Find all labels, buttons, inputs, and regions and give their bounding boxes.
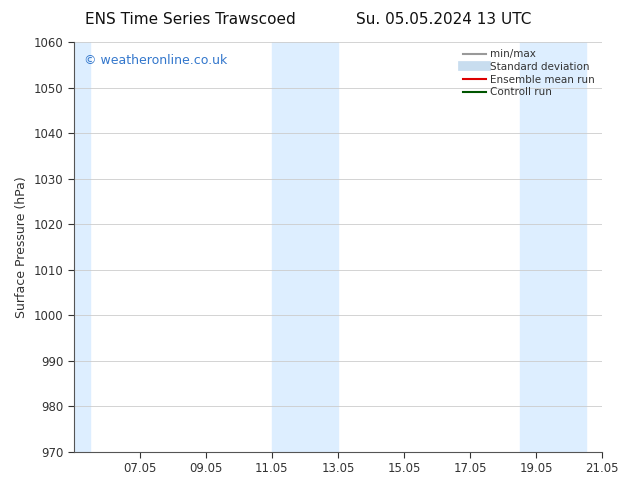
Bar (272, 42, 338, 452)
Text: ENS Time Series Trawscoed: ENS Time Series Trawscoed (85, 12, 295, 27)
Y-axis label: Surface Pressure (hPa): Surface Pressure (hPa) (15, 176, 28, 318)
Bar (74, 42, 90, 452)
Text: Su. 05.05.2024 13 UTC: Su. 05.05.2024 13 UTC (356, 12, 531, 27)
Legend: min/max, Standard deviation, Ensemble mean run, Controll run: min/max, Standard deviation, Ensemble me… (459, 45, 599, 101)
Text: © weatheronline.co.uk: © weatheronline.co.uk (84, 54, 228, 67)
Bar (520, 42, 586, 452)
